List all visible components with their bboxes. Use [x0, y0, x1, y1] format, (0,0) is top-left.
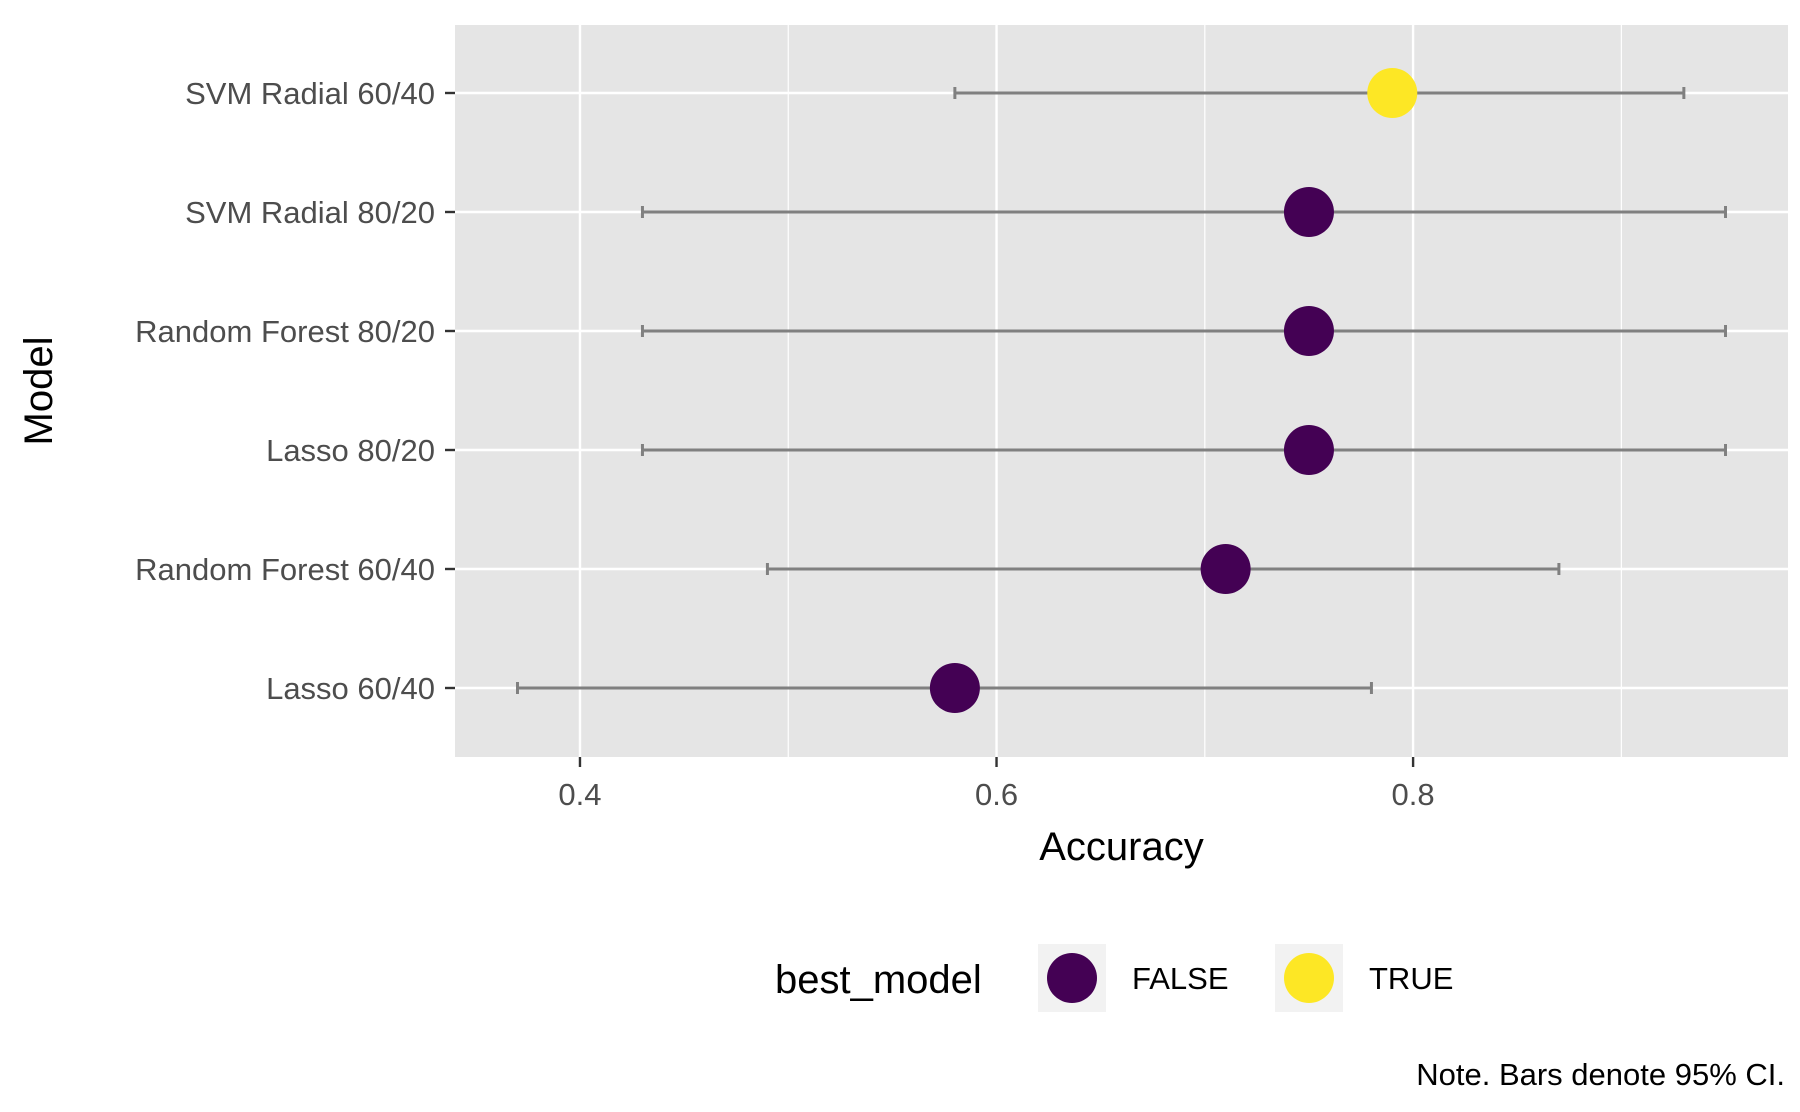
legend-item: TRUE	[1275, 944, 1453, 1012]
x-axis: 0.4 0.6 0.8	[558, 757, 1435, 812]
minor-gridlines	[787, 25, 1622, 757]
error-bar	[765, 563, 1561, 575]
y-axis: SVM Radial 60/40 SVM Radial 80/20 Random F…	[135, 76, 455, 706]
x-tick-label: 0.6	[975, 777, 1018, 812]
legend-swatch	[1284, 953, 1334, 1003]
error-bar	[640, 444, 1728, 456]
plot-panel	[455, 25, 1788, 757]
error-bars	[515, 87, 1728, 694]
data-point	[1367, 68, 1418, 118]
error-bar	[953, 87, 1686, 99]
y-tick-label: Random Forest 80/20	[135, 314, 435, 349]
x-tick-label: 0.8	[1392, 777, 1435, 812]
legend-label: FALSE	[1132, 961, 1229, 996]
caption: Note. Bars denote 95% CI.	[1416, 1057, 1785, 1092]
data-point	[1283, 425, 1334, 475]
legend-item: FALSE	[1038, 944, 1229, 1012]
data-point	[929, 663, 980, 713]
legend: best_model FALSE TRUE	[775, 944, 1453, 1012]
y-tick-label: SVM Radial 60/40	[185, 76, 435, 111]
data-point	[1283, 187, 1334, 237]
x-tick-label: 0.4	[558, 777, 601, 812]
y-axis-title: Model	[17, 337, 61, 446]
y-tick-label: Lasso 80/20	[266, 433, 435, 468]
data-points	[929, 68, 1418, 713]
data-point	[1283, 306, 1334, 356]
error-bar	[640, 206, 1728, 218]
x-axis-title: Accuracy	[1039, 825, 1204, 869]
legend-label: TRUE	[1369, 961, 1453, 996]
legend-swatch	[1047, 953, 1097, 1003]
data-point	[1200, 544, 1251, 594]
y-tick-label: Random Forest 60/40	[135, 552, 435, 587]
legend-title: best_model	[775, 958, 982, 1002]
y-tick-label: SVM Radial 80/20	[185, 195, 435, 230]
y-tick-label: Lasso 60/40	[266, 671, 435, 706]
error-bar	[640, 325, 1728, 337]
